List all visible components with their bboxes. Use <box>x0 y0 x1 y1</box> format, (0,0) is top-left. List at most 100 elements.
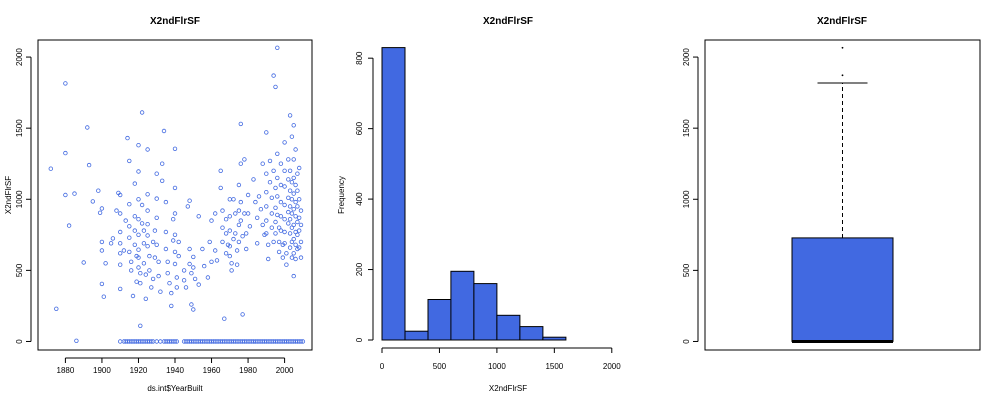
scatter-point <box>127 235 132 240</box>
scatter-point <box>238 121 243 127</box>
scatter-x-tick-label: 1980 <box>239 366 257 375</box>
scatter-x-tick-label: 1940 <box>166 366 184 375</box>
scatter-point <box>150 239 156 245</box>
scatter-point <box>99 206 105 211</box>
scatter-point <box>236 182 242 188</box>
scatter-point <box>282 241 287 246</box>
scatter-point <box>128 268 134 273</box>
scatter-point <box>233 211 238 216</box>
scatter-point <box>172 211 178 216</box>
scatter-y-axis: 0 500 1000 1500 2000 <box>15 48 32 344</box>
scatter-point <box>275 194 280 199</box>
scatter-point <box>159 161 165 166</box>
histogram-x-label: X2ndFlrSF <box>489 384 527 393</box>
scatter-point <box>97 210 103 215</box>
scatter-point <box>298 339 304 344</box>
scatter-point <box>220 208 225 213</box>
scatter-point <box>223 251 229 256</box>
scatter-point <box>293 182 298 188</box>
scatter-point <box>121 248 127 253</box>
scatter-point <box>191 254 196 260</box>
scatter-point <box>293 256 298 262</box>
scatter-point <box>289 197 295 202</box>
scatter-x-tick-label: 1900 <box>93 366 111 375</box>
scatter-point <box>234 262 240 267</box>
scatter-point <box>269 195 274 200</box>
scatter-point <box>291 222 296 228</box>
scatter-point <box>282 168 287 173</box>
scatter-point <box>287 113 293 118</box>
scatter-point <box>223 216 229 222</box>
scatter-point <box>291 273 296 279</box>
scatter-point <box>273 219 278 225</box>
histogram-y-tick-label: 600 <box>355 121 364 135</box>
scatter-point <box>293 147 298 152</box>
boxplot-outlier <box>841 74 844 77</box>
scatter-point <box>242 157 247 162</box>
scatter-point <box>132 181 137 186</box>
scatter-point <box>229 261 234 266</box>
histogram-y-tick-label: 800 <box>355 51 364 65</box>
scatter-point <box>145 233 150 238</box>
scatter-point <box>289 179 295 185</box>
scatter-point <box>269 225 274 230</box>
histogram-y-tick-label: 200 <box>355 262 364 276</box>
scatter-point <box>227 214 232 219</box>
scatter-point <box>236 239 242 245</box>
scatter-point <box>271 73 276 78</box>
scatter-point <box>154 196 159 201</box>
scatter-point <box>165 271 170 276</box>
scatter-point <box>284 262 289 267</box>
scatter-point <box>96 188 101 193</box>
scatter-point <box>117 211 123 216</box>
scatter-point <box>275 151 280 156</box>
scatter-point <box>238 161 243 166</box>
scatter-x-tick-label: 1960 <box>203 366 221 375</box>
scatter-point <box>271 168 276 173</box>
scatter-point <box>247 224 253 229</box>
scatter-x-tick-label: 1920 <box>130 366 148 375</box>
scatter-point <box>278 182 284 188</box>
scatter-point <box>99 239 105 245</box>
scatter-point <box>245 211 251 216</box>
histogram-x-tick-label: 1500 <box>545 362 563 371</box>
scatter-point <box>264 204 269 209</box>
scatter-point <box>117 192 123 198</box>
scatter-point <box>293 242 298 247</box>
scatter-point <box>267 158 273 164</box>
scatter-point <box>181 268 187 273</box>
scatter-point <box>260 222 265 228</box>
scatter-point <box>227 228 232 233</box>
scatter-point <box>295 219 300 225</box>
scatter-point <box>99 281 105 287</box>
scatter-point <box>276 239 282 245</box>
scatter-point <box>212 248 218 253</box>
scatter-point <box>245 192 251 198</box>
scatter-point <box>136 255 141 260</box>
scatter-point <box>233 231 238 236</box>
histogram-title: X2ndFlrSF <box>483 16 533 27</box>
histogram-y-tick-label: 0 <box>355 337 364 342</box>
scatter-point <box>158 289 163 294</box>
scatter-point <box>145 192 150 197</box>
scatter-point <box>125 135 130 141</box>
scatter-point <box>255 215 260 220</box>
scatter-point <box>130 293 136 299</box>
scatter-point <box>154 171 159 176</box>
scatter-point <box>291 251 296 256</box>
scatter-point <box>117 251 123 256</box>
scatter-point <box>181 278 187 283</box>
scatter-point <box>136 142 141 148</box>
scatter-point <box>273 231 278 236</box>
scatter-point <box>172 232 178 237</box>
scatter-x-tick-label: 2000 <box>276 366 294 375</box>
scatter-point <box>253 199 258 205</box>
scatter-point <box>141 228 147 233</box>
scatter-point <box>63 150 68 156</box>
scatter-point <box>145 221 150 227</box>
scatter-point <box>143 296 148 301</box>
scatter-point <box>138 271 143 276</box>
scatter-point <box>176 239 181 245</box>
scatter-point <box>127 158 132 164</box>
